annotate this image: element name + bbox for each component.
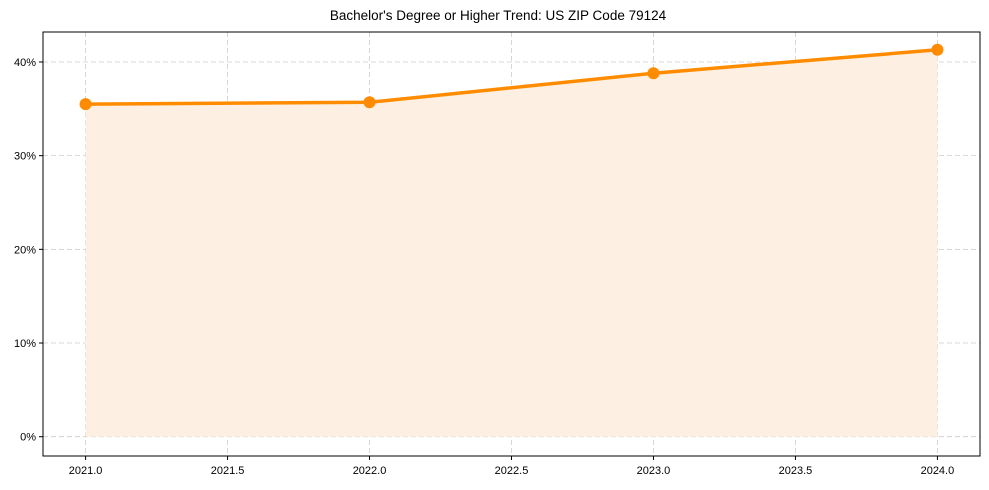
x-tick-label: 2024.0 — [921, 465, 955, 477]
y-tick-label: 0% — [20, 432, 36, 444]
x-tick-label: 2021.0 — [69, 465, 103, 477]
x-tick-label: 2021.5 — [211, 465, 245, 477]
x-tick-label: 2023.0 — [637, 465, 671, 477]
x-axis: 2021.0 2021.5 2022.0 2022.5 2023.0 2023.5 2024… — [69, 456, 954, 477]
data-point-marker — [79, 98, 92, 111]
y-tick-label: 30% — [14, 151, 36, 163]
data-point-marker — [363, 96, 376, 109]
y-axis: 0% 10% 20% 30% 40% — [14, 57, 43, 444]
x-tick-label: 2023.5 — [779, 465, 813, 477]
x-tick-label: 2022.0 — [353, 465, 387, 477]
data-line — [85, 48, 938, 106]
chart-title: Bachelor's Degree or Higher Trend: US ZI… — [330, 8, 667, 23]
data-point-marker — [647, 67, 660, 80]
y-tick-label: 10% — [14, 338, 36, 350]
area-fill — [85, 49, 938, 437]
data-markers — [79, 43, 944, 111]
data-point-marker — [931, 43, 944, 56]
y-tick-label: 40% — [14, 57, 36, 69]
x-tick-label: 2022.5 — [495, 465, 529, 477]
y-tick-label: 20% — [14, 244, 36, 256]
